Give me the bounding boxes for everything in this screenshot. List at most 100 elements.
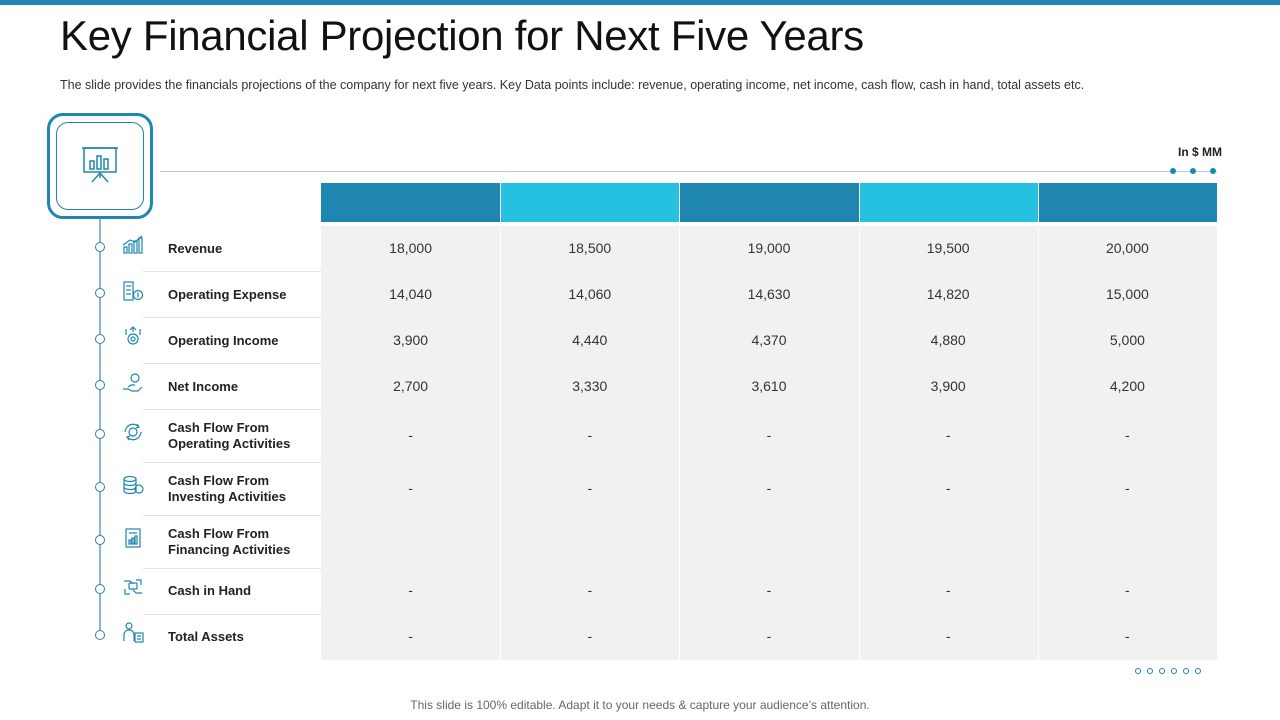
value-cell: 18,000 (389, 240, 432, 256)
value-cell: 4,370 (751, 332, 787, 348)
value-cell: - (408, 628, 413, 644)
timeline-node (95, 429, 105, 439)
report-document-icon (120, 525, 146, 551)
top-accent-bar (0, 0, 1280, 5)
value-cell: 14,820 (926, 286, 970, 302)
value-cell: - (408, 480, 413, 496)
value-cell: 3,900 (393, 332, 429, 348)
row-label: Cash Flow From Investing Activities (168, 473, 286, 505)
row-label-line: Financing Activities (168, 542, 291, 557)
timeline-node (95, 584, 105, 594)
value-cell: 4,880 (930, 332, 966, 348)
row-divider (143, 271, 321, 272)
row-label: Operating Expense (168, 287, 286, 303)
person-assets-icon (120, 620, 146, 646)
header-divider (160, 171, 1217, 172)
value-cell: - (408, 427, 413, 443)
timeline-node (95, 482, 105, 492)
slide-subtitle: The slide provides the financials projec… (60, 78, 1085, 92)
value-cell: - (945, 480, 951, 496)
row-divider (143, 409, 321, 410)
decorative-dots-bottom (1135, 668, 1201, 674)
row-label-line: Operating Expense (168, 287, 287, 302)
income-gear-icon (120, 324, 146, 350)
value-cell: - (587, 427, 593, 443)
value-cell: - (766, 628, 772, 644)
column-separator (500, 183, 502, 660)
row-label: Cash in Hand (168, 583, 251, 599)
timeline-node (95, 288, 105, 298)
row-label-line: Revenue (168, 241, 223, 256)
value-cell: 18,500 (568, 240, 612, 256)
cash-exchange-icon (120, 574, 146, 600)
value-cell: 3,900 (930, 378, 966, 394)
value-cell: 2,700 (393, 378, 429, 394)
units-label: In $ MM (1178, 145, 1222, 159)
table-body (321, 226, 1217, 660)
row-label: Total Assets (168, 629, 244, 645)
header-cell-5 (1037, 183, 1217, 222)
slide-footer: This slide is 100% editable. Adapt it to… (410, 698, 870, 712)
header-cell-3 (679, 183, 859, 222)
value-cell: 14,040 (389, 286, 432, 302)
slide-title: Key Financial Projection for Next Five Y… (60, 12, 864, 59)
cash-cycle-icon (120, 419, 146, 445)
value-cell: - (1125, 427, 1130, 443)
row-label: Revenue (168, 241, 222, 257)
value-cell: - (408, 582, 413, 598)
value-cell: 20,000 (1105, 240, 1149, 256)
value-cell: - (766, 480, 772, 496)
row-label: Cash Flow From Operating Activities (168, 420, 290, 452)
timeline-node (95, 380, 105, 390)
header-cell-4 (858, 183, 1038, 222)
timeline-node (95, 535, 105, 545)
row-divider (143, 363, 321, 364)
value-cell: 5,000 (1109, 332, 1145, 348)
value-cell: 3,330 (572, 378, 608, 394)
value-cell: 14,060 (568, 286, 612, 302)
value-cell: 4,440 (572, 332, 608, 348)
row-divider (143, 568, 321, 569)
row-label-line: Cash in Hand (168, 583, 252, 598)
value-cell: - (766, 582, 772, 598)
row-label: Cash Flow From Financing Activities (168, 526, 290, 558)
row-divider (143, 614, 321, 615)
column-separator (1037, 183, 1039, 660)
timeline-line (99, 219, 101, 637)
row-label-line: Net Income (168, 379, 239, 394)
value-cell: - (945, 628, 951, 644)
value-cell: - (945, 582, 951, 598)
coin-stack-icon (120, 472, 146, 498)
row-label-line: Operating Income (168, 333, 279, 348)
revenue-growth-icon (120, 232, 146, 258)
value-cell: 3,610 (751, 378, 787, 394)
row-label-line: Operating Activities (168, 436, 291, 451)
value-cell: - (587, 628, 593, 644)
timeline-node (95, 630, 105, 640)
row-label-line: Cash Flow From (168, 526, 270, 541)
row-label-line: Investing Activities (168, 489, 286, 504)
expense-building-icon (120, 278, 146, 304)
value-cell: 15,000 (1105, 286, 1149, 302)
column-separator (679, 183, 681, 660)
value-cell: 4,200 (1109, 378, 1145, 394)
row-label: Operating Income (168, 333, 279, 349)
table-header-row (321, 183, 1217, 222)
hand-coin-icon (120, 370, 146, 396)
header-cell-2 (500, 183, 680, 222)
value-cell: - (587, 480, 593, 496)
column-separator (858, 183, 860, 660)
decorative-dots-top (1170, 168, 1216, 174)
row-label-line: Total Assets (168, 629, 244, 644)
presentation-icon-frame (47, 113, 153, 219)
value-cell: 14,630 (747, 286, 791, 302)
row-divider (143, 462, 321, 463)
value-cell: - (1125, 480, 1130, 496)
row-divider (143, 515, 321, 516)
value-cell: - (766, 427, 772, 443)
presentation-board-icon (78, 142, 122, 191)
header-cell-1 (321, 183, 501, 222)
timeline-node (95, 334, 105, 344)
row-label-line: Cash Flow From (168, 473, 270, 488)
timeline-node (95, 242, 105, 252)
